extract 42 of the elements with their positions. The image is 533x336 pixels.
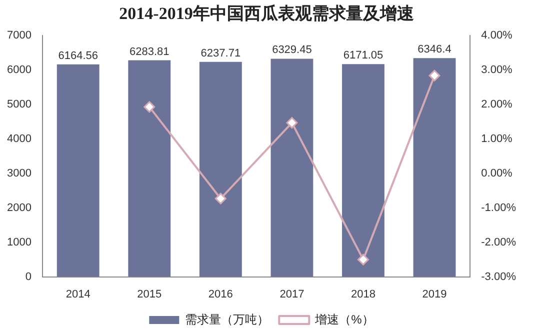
point xyxy=(428,70,440,82)
data-label: 6164.56 xyxy=(58,50,98,62)
x-tick-label: 2014 xyxy=(66,288,90,300)
data-label: 6329.45 xyxy=(272,44,312,56)
y2-tick-label: 1.00% xyxy=(481,133,513,146)
chart-title: 2014-2019年中国西瓜表观需求量及增速 xyxy=(118,3,415,25)
x-tick-label: 2016 xyxy=(208,288,233,300)
y-tick-label: 1000 xyxy=(6,236,32,248)
y2-tick-label: 3.00% xyxy=(481,64,513,76)
point xyxy=(214,192,226,204)
data-label: 6283.81 xyxy=(130,46,170,58)
y2-tick-label: -3.00% xyxy=(481,270,516,283)
point xyxy=(144,101,156,113)
y-tick-label: 6000 xyxy=(6,64,32,76)
bar xyxy=(342,64,384,277)
bar xyxy=(270,58,314,277)
bar xyxy=(199,62,242,277)
y-tick-label: 5000 xyxy=(6,98,32,111)
y2-tick-label: 2.00% xyxy=(481,98,513,111)
y2-tick-label: -1.00% xyxy=(481,202,516,214)
y-tick-label: 7000 xyxy=(6,30,32,42)
data-label: 6346.4 xyxy=(418,44,452,56)
x-tick-label: 2019 xyxy=(422,288,447,300)
y2-tick-label: -2.00% xyxy=(481,236,516,248)
legend-label: 增速（%） xyxy=(314,312,374,326)
x-tick-label: 2015 xyxy=(137,288,162,300)
y-tick-label: 0 xyxy=(25,270,32,283)
x-tick-label: 2017 xyxy=(280,288,304,300)
bar xyxy=(56,64,100,277)
y-tick-label: 4000 xyxy=(6,133,32,146)
data-label: 6237.71 xyxy=(200,47,241,60)
y2-tick-label: 0.00% xyxy=(481,167,513,180)
x-tick-label: 2018 xyxy=(350,288,376,300)
bar xyxy=(413,58,456,277)
legend-label: 需求量（万吨） xyxy=(185,312,270,326)
point xyxy=(286,117,298,129)
data-label: 6171.05 xyxy=(343,50,384,62)
bar xyxy=(128,60,171,277)
y2-tick-label: 4.00% xyxy=(481,30,513,42)
y-tick-label: 3000 xyxy=(6,167,32,180)
point xyxy=(357,254,369,266)
y-tick-label: 2000 xyxy=(6,202,32,214)
